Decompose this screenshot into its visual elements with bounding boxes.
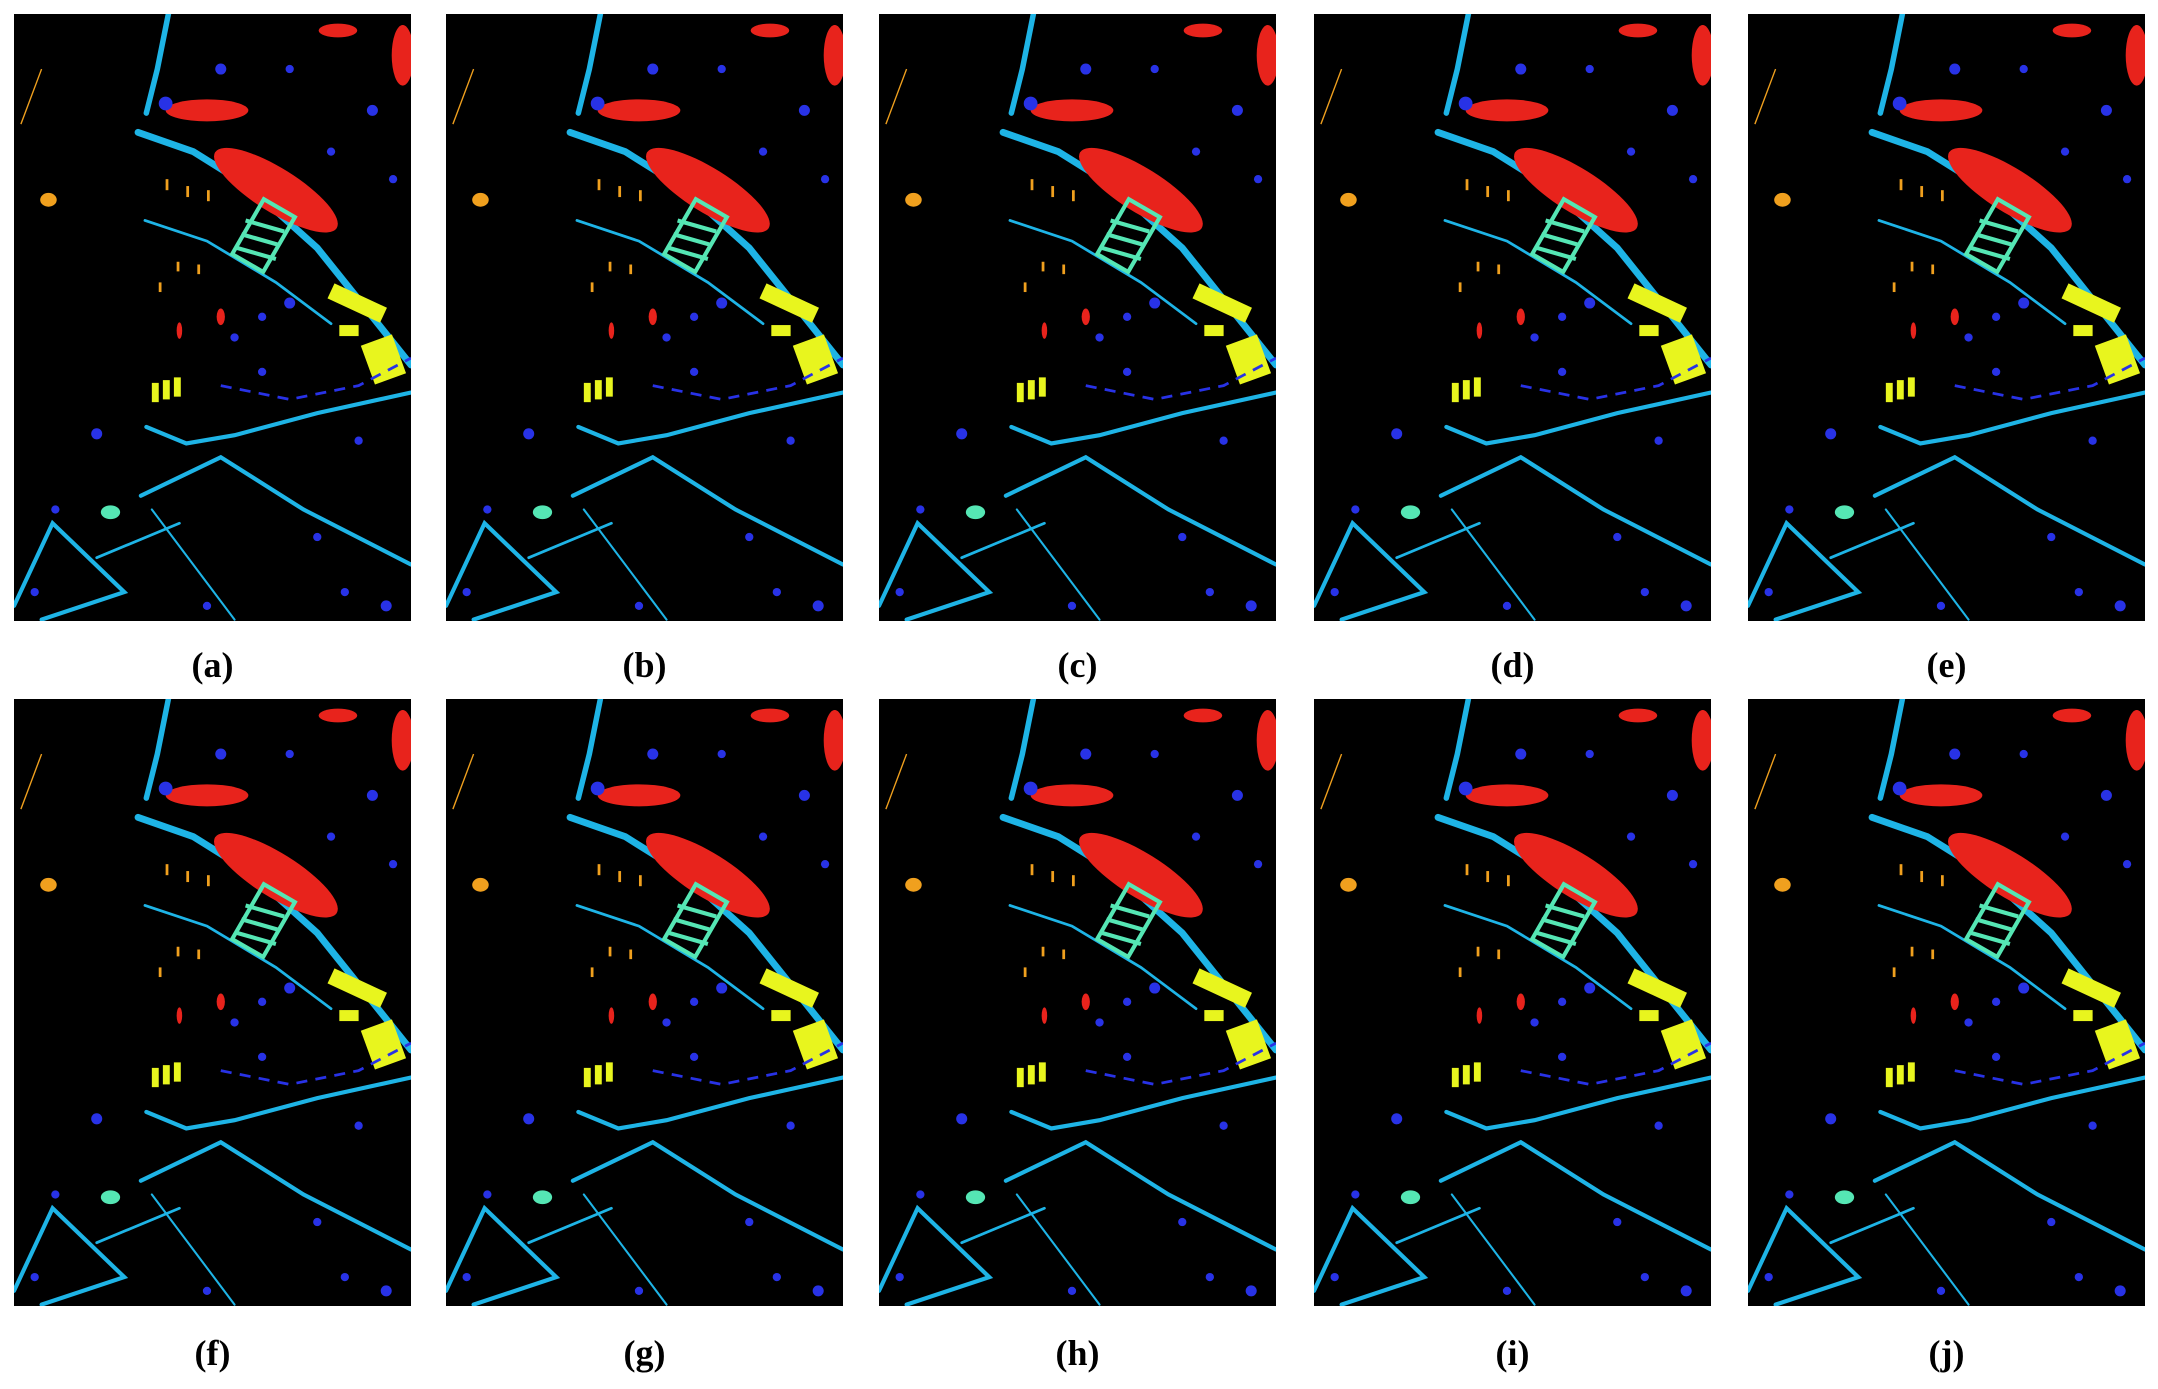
map-image [1314,14,1711,621]
panel-label: (j) [1928,1333,1965,1373]
classification-map [1748,699,2145,1306]
classification-map [1314,699,1711,1306]
map-image [1314,699,1711,1306]
panel-label: (b) [622,645,667,685]
panel-label: (e) [1926,645,1967,685]
panel-label: (f) [194,1333,231,1373]
classification-map [1748,14,2145,621]
classification-map [14,14,411,621]
classification-map [446,14,843,621]
classification-map [879,699,1276,1306]
panel-label: (h) [1055,1333,1100,1373]
map-image [446,699,843,1306]
classification-map [879,14,1276,621]
map-image [1748,699,2145,1306]
map-image [879,699,1276,1306]
map-image [14,699,411,1306]
panel-label: (a) [191,645,234,685]
classification-map [14,699,411,1306]
classification-map [1314,14,1711,621]
map-image [1748,14,2145,621]
panel-label: (i) [1495,1333,1530,1373]
map-image [879,14,1276,621]
panel-label: (c) [1057,645,1098,685]
panel-label: (d) [1490,645,1535,685]
map-image [14,14,411,621]
classification-map [446,699,843,1306]
panel-label: (g) [623,1333,666,1373]
map-image [446,14,843,621]
